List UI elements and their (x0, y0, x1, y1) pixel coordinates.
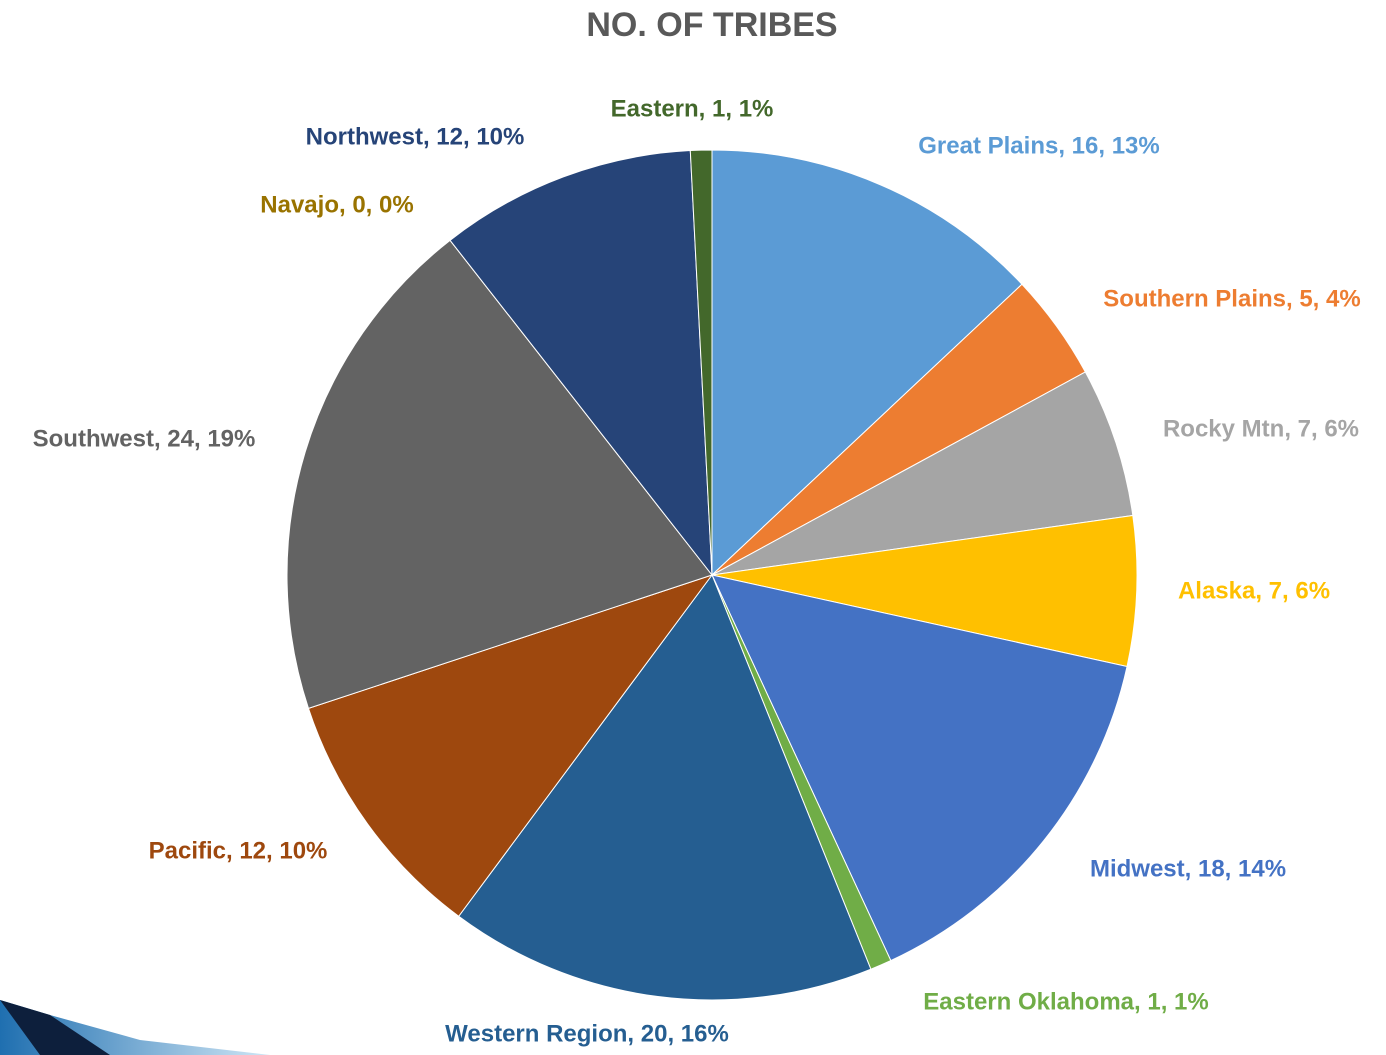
pie-slice (711, 514, 1138, 668)
pie-slice (286, 239, 713, 710)
data-label: Pacific, 12, 10% (149, 837, 328, 864)
decoration (0, 1000, 110, 1055)
pie-slice (307, 574, 714, 917)
data-label: Northwest, 12, 10% (306, 123, 525, 150)
pie-slice (689, 149, 713, 576)
data-label: Western Region, 20, 16% (445, 1020, 729, 1047)
pie-slice (711, 574, 1128, 962)
data-label: Eastern Oklahoma, 1, 1% (923, 988, 1208, 1015)
data-label: Great Plains, 16, 13% (918, 132, 1159, 159)
data-label: Eastern, 1, 1% (611, 95, 774, 122)
data-label: Midwest, 18, 14% (1090, 855, 1286, 882)
data-label: Navajo, 0, 0% (260, 191, 413, 218)
pie-slice (449, 150, 713, 577)
data-label: Southwest, 24, 19% (33, 425, 256, 452)
pie-slice (457, 573, 872, 1001)
data-label: Southern Plains, 5, 4% (1103, 285, 1360, 312)
chart-title: NO. OF TRIBES (586, 6, 837, 44)
data-label: Alaska, 7, 6% (1178, 577, 1330, 604)
pie-slice (711, 371, 1134, 576)
pie-slice (711, 149, 1023, 577)
data-label: Rocky Mtn, 7, 6% (1163, 415, 1359, 442)
